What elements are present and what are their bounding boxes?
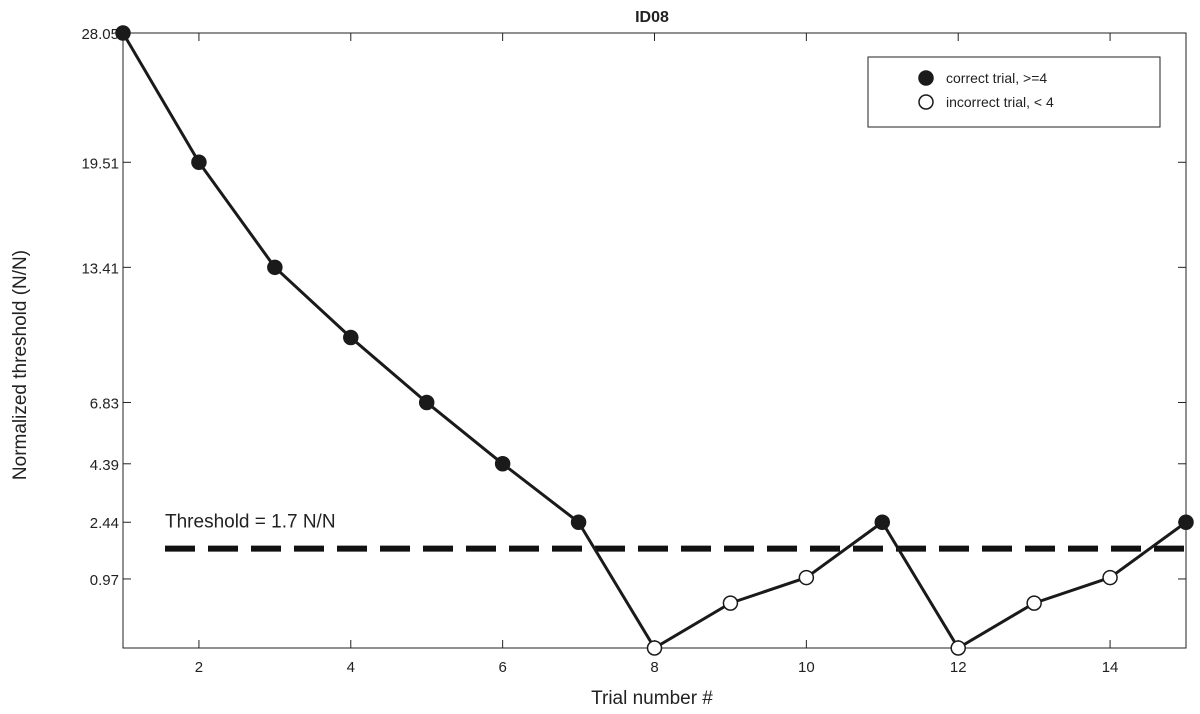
point-correct xyxy=(191,154,207,171)
point-incorrect xyxy=(1026,595,1042,611)
y-tick-label: 13.41 xyxy=(81,260,119,277)
point-incorrect xyxy=(722,595,739,611)
chart-title: ID08 xyxy=(635,9,669,26)
x-axis-label: Trial number # xyxy=(591,688,713,709)
point-correct xyxy=(494,456,511,472)
legend-box xyxy=(867,56,1161,128)
point-correct xyxy=(570,514,587,530)
legend: correct trial, >=4 incorrect trial, < 4 xyxy=(867,56,1161,128)
legend-label-incorrect: incorrect trial, < 4 xyxy=(946,94,1054,110)
point-incorrect xyxy=(798,569,815,586)
y-tick-label: 28.05 xyxy=(81,26,119,43)
x-tick-label: 2 xyxy=(195,659,203,676)
y-tick-label: 19.51 xyxy=(81,155,119,172)
y-tick-label: 2.44 xyxy=(90,515,119,532)
x-tick-label: 14 xyxy=(1102,659,1119,676)
x-tick-label: 12 xyxy=(950,659,967,676)
legend-label-correct: correct trial, >=4 xyxy=(946,70,1047,86)
x-tick-label: 4 xyxy=(347,659,355,676)
point-correct xyxy=(343,329,359,346)
point-incorrect xyxy=(950,640,966,656)
y-tick-label: 6.83 xyxy=(90,395,119,412)
point-correct xyxy=(418,394,435,411)
x-tick-label: 6 xyxy=(498,659,506,676)
point-correct xyxy=(267,259,283,276)
legend-marker-filled xyxy=(918,70,934,86)
point-correct xyxy=(874,514,891,530)
x-tick-label: 10 xyxy=(798,659,815,676)
legend-marker-open xyxy=(918,94,934,110)
point-incorrect xyxy=(646,640,663,656)
point-correct xyxy=(115,25,131,41)
y-tick-label: 4.39 xyxy=(90,457,119,474)
threshold-label: Threshold = 1.7 N/N xyxy=(165,512,336,533)
y-axis-label: Normalized threshold (N/N) xyxy=(10,250,31,480)
x-ticks: 2 4 6 8 10 12 14 xyxy=(195,33,1119,676)
y-ticks: 0.97 2.44 4.39 6.83 13.41 19.51 28.05 xyxy=(81,26,1186,589)
point-correct xyxy=(1178,514,1194,530)
data-points xyxy=(115,25,1194,656)
point-incorrect xyxy=(1102,569,1118,586)
x-tick-label: 8 xyxy=(650,659,658,676)
y-tick-label: 0.97 xyxy=(90,572,119,589)
